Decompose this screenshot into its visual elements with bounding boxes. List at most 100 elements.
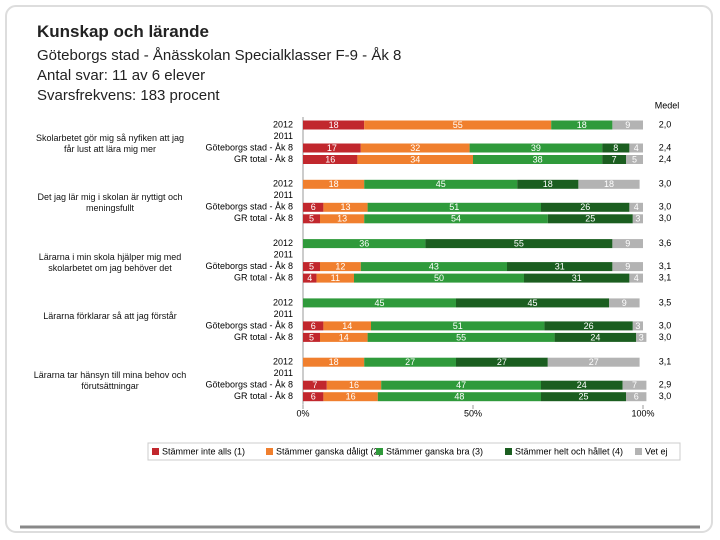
bar-value-label: 16 bbox=[346, 392, 356, 402]
bar-segment bbox=[632, 214, 643, 224]
bar-value-label: 55 bbox=[514, 238, 524, 248]
legend-label: Stämmer ganska bra (3) bbox=[386, 446, 483, 456]
bar-value-label: 11 bbox=[331, 273, 340, 283]
legend-label: Stämmer inte alls (1) bbox=[162, 446, 245, 456]
bar-segment bbox=[629, 202, 643, 212]
bar-value-label: 38 bbox=[533, 154, 543, 164]
bar-segment bbox=[303, 321, 324, 331]
bar-value-label: 45 bbox=[527, 298, 537, 308]
medel-value: 2,9 bbox=[659, 380, 672, 390]
bar-value-label: 16 bbox=[325, 154, 335, 164]
bar-segment bbox=[469, 143, 603, 153]
bar-segment bbox=[303, 214, 320, 224]
bar-segment bbox=[326, 380, 382, 390]
bar-segment bbox=[303, 239, 426, 249]
row-label: 2012 bbox=[273, 119, 293, 129]
bar-segment bbox=[473, 155, 603, 164]
medel-value: 3,0 bbox=[659, 202, 672, 212]
bar-segment bbox=[303, 143, 361, 153]
bar-segment bbox=[367, 332, 555, 342]
bar-value-label: 51 bbox=[449, 202, 459, 212]
bar-value-label: 7 bbox=[632, 380, 637, 390]
legend-label: Vet ej bbox=[645, 446, 668, 456]
bar-segment bbox=[547, 214, 633, 224]
bar-segment bbox=[316, 273, 354, 283]
bar-value-label: 9 bbox=[622, 298, 627, 308]
subtitle: Svarsfrekvens: 183 procent bbox=[37, 87, 220, 104]
legend-swatch bbox=[505, 448, 512, 455]
bar-segment bbox=[367, 202, 541, 212]
bar-value-label: 17 bbox=[327, 143, 337, 153]
question-label: Det jag lär mig i skolan är nyttigt och … bbox=[37, 192, 183, 214]
bar-segment bbox=[303, 380, 327, 390]
question-label: Lärarna tar hänsyn till mina behov och f… bbox=[33, 370, 187, 392]
legend-swatch bbox=[266, 448, 273, 455]
bar-value-label: 12 bbox=[335, 261, 345, 271]
bar-segment bbox=[360, 143, 470, 153]
bar-value-label: 18 bbox=[577, 120, 587, 130]
question-label: Lärarna i min skola hjälper mig med skol… bbox=[38, 251, 182, 273]
legend-label: Stämmer ganska dåligt (2) bbox=[276, 446, 382, 456]
bar-value-label: 7 bbox=[612, 154, 617, 164]
bar-segment bbox=[602, 155, 626, 164]
bar-value-label: 43 bbox=[429, 261, 439, 271]
bar-value-label: 4 bbox=[634, 273, 639, 283]
bar-segment bbox=[547, 357, 640, 367]
bar-value-label: 6 bbox=[634, 392, 639, 402]
bar-segment bbox=[612, 120, 643, 130]
medel-value: 3,1 bbox=[659, 272, 672, 282]
bar-segment bbox=[456, 357, 548, 367]
bar-value-label: 45 bbox=[436, 179, 446, 189]
bar-value-label: 36 bbox=[359, 238, 369, 248]
row-label: 2012 bbox=[273, 238, 293, 248]
bar-segment bbox=[629, 143, 643, 153]
bar-value-label: 14 bbox=[342, 321, 352, 331]
bar-value-label: 31 bbox=[572, 273, 582, 283]
bar-segment bbox=[612, 239, 643, 249]
legend-swatch bbox=[635, 448, 642, 455]
medel-value: 2,4 bbox=[659, 142, 672, 152]
bar-value-label: 50 bbox=[434, 273, 444, 283]
legend-box bbox=[147, 442, 681, 461]
bar-value-label: 3 bbox=[635, 214, 640, 224]
bar-value-label: 9 bbox=[625, 238, 630, 248]
row-label: 2011 bbox=[274, 368, 293, 378]
row-label: Göteborgs stad - Åk 8 bbox=[205, 320, 293, 330]
bar-segment bbox=[626, 155, 643, 164]
bar-value-label: 14 bbox=[339, 332, 349, 342]
bar-value-label: 24 bbox=[577, 380, 587, 390]
bar-value-label: 6 bbox=[311, 392, 316, 402]
bar-segment bbox=[320, 214, 365, 224]
bar-segment bbox=[507, 262, 613, 272]
bar-segment bbox=[524, 273, 630, 283]
bar-value-label: 47 bbox=[456, 380, 466, 390]
medel-value: 3,5 bbox=[659, 297, 672, 307]
bar-segment bbox=[323, 321, 371, 331]
medel-value: 3,0 bbox=[659, 391, 672, 401]
x-tick-label: 100% bbox=[631, 408, 654, 418]
bar-value-label: 18 bbox=[543, 179, 553, 189]
row-label: Göteborgs stad - Åk 8 bbox=[205, 380, 293, 390]
bar-segment bbox=[554, 332, 637, 342]
bar-segment bbox=[323, 392, 378, 402]
bar-value-label: 32 bbox=[410, 143, 420, 153]
bar-segment bbox=[609, 298, 640, 308]
medel-value: 3,1 bbox=[659, 261, 672, 271]
bar-value-label: 26 bbox=[584, 321, 594, 331]
row-label: GR total - Åk 8 bbox=[234, 154, 293, 164]
row-label: 2012 bbox=[273, 179, 293, 189]
bar-segment bbox=[303, 262, 320, 272]
bar-value-label: 26 bbox=[580, 202, 590, 212]
row-label: 2012 bbox=[273, 357, 293, 367]
bar-segment bbox=[622, 380, 647, 390]
bar-value-label: 13 bbox=[337, 214, 347, 224]
medel-value: 3,0 bbox=[659, 179, 672, 189]
bar-segment bbox=[303, 392, 324, 402]
bar-segment bbox=[303, 273, 317, 283]
subtitle: Antal svar: 11 av 6 elever bbox=[37, 67, 206, 84]
bar-segment bbox=[629, 273, 643, 283]
bar-value-label: 55 bbox=[453, 120, 463, 130]
bar-value-label: 6 bbox=[311, 321, 316, 331]
